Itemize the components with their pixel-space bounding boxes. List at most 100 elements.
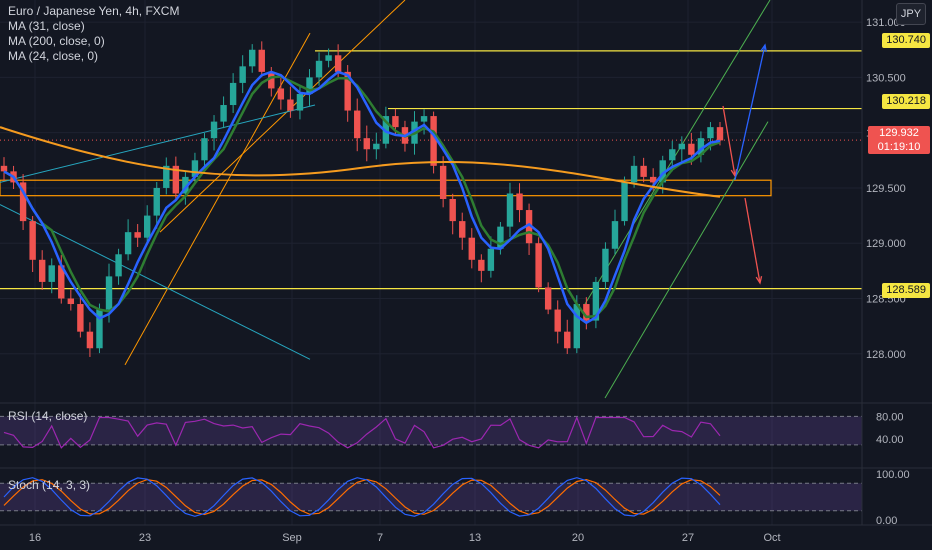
candle-body [58,265,65,299]
candle-body [344,71,351,111]
rsi-label[interactable]: RSI (14, close) [8,409,88,423]
time-tick-label: 7 [377,532,383,544]
stoch-k-line [3,477,721,517]
currency-button[interactable]: JPY [896,3,926,25]
rsi-band [0,416,862,445]
candle-body [420,116,428,122]
candle-body [592,281,600,321]
candle-body [239,66,246,83]
candle-body [296,93,304,111]
ma200-line [0,126,721,198]
candle-body [707,127,714,139]
time-tick-label: Oct [763,532,780,544]
candle-body [210,121,218,139]
candle-body [506,193,514,227]
candle-body [459,221,466,238]
candle-body [544,287,552,310]
stoch-tick-label: 100.00 [876,469,910,481]
candle-body [535,243,542,288]
trendline-asc [0,104,316,183]
candle-body [630,165,638,183]
candle-body [0,165,8,172]
channel-orange-lower [124,32,311,366]
candle-body [96,309,103,349]
candle-body [19,182,27,222]
price-tick-label: 130.500 [866,72,906,84]
candle-body [468,237,475,260]
candle-body [258,49,265,72]
channel-green-lower [604,121,769,399]
candle-body [144,215,151,238]
rsi-tick-label: 40.00 [876,434,904,446]
candle-body [191,160,199,177]
candle-body [611,221,619,249]
current-price: 129.932 [879,127,919,139]
time-tick-label: Sep [282,532,302,544]
time-tick-label: 13 [469,532,481,544]
legend-ma24[interactable]: MA (24, close, 0) [8,49,99,63]
candle-body [678,143,686,150]
candle-body [287,99,294,111]
arrow-down-short-head [730,169,738,178]
candle-body [478,259,485,271]
candle-body [621,182,628,222]
candle-body [697,138,705,155]
candle-body [77,304,84,332]
candle-body [315,60,323,78]
arrow-up-long [734,44,766,181]
candle-body [392,116,399,128]
candle-body [201,138,208,161]
candle-body [583,304,590,321]
arrow-down-short [722,105,736,177]
candle-body [554,309,561,332]
legend-ma31[interactable]: MA (31, close) [8,19,85,33]
candle-body [487,248,495,271]
symbol-title[interactable]: Euro / Japanese Yen, 4h, FXCM [8,4,180,18]
time-tick-label: 16 [29,532,41,544]
candle-body [134,232,141,238]
demand-zone [0,179,772,197]
candle-body [220,105,227,122]
arrow-down-long [744,197,761,284]
candle-body [688,143,695,155]
candle-body [86,331,94,349]
grid [0,0,862,525]
candle-body [277,88,285,100]
price-tick-label: 129.500 [866,183,906,195]
time-tick-label: 23 [139,532,151,544]
stoch-pane [0,467,932,517]
candle-body [430,116,437,166]
stoch-d-line [3,478,721,516]
candle-body [115,254,122,277]
candle-body [229,82,237,106]
price-tick-label: 129.000 [866,238,906,250]
candle-body [439,165,447,199]
stoch-label[interactable]: Stoch (14, 3, 3) [8,478,91,492]
candle-body [669,149,676,161]
candle-body [48,265,55,282]
time-tick-label: 27 [682,532,694,544]
ma31-line [3,70,721,325]
level-tag-r1: 130.740 [882,33,930,48]
legend-ma200[interactable]: MA (200, close, 0) [8,34,105,48]
channel-orange-upper [159,0,406,233]
candle-body [172,165,180,194]
candle-body [67,298,75,305]
stoch-tick-label: 0.00 [876,515,897,527]
current-price-tag: 129.932 01:19:10 [868,126,930,154]
candles [0,41,724,357]
candle-body [516,193,523,211]
price-tick-label: 128.000 [866,349,906,361]
candle-body [249,49,256,67]
candle-body [373,143,380,150]
drawings [0,0,862,399]
level-tag-r2: 130.218 [882,94,930,109]
arrow-up-long-head [760,43,767,53]
price-tick-label: 131.000 [866,17,906,29]
candle-body [497,226,504,249]
candle-body [525,210,533,244]
candle-body [363,138,370,150]
candle-body [325,55,332,61]
